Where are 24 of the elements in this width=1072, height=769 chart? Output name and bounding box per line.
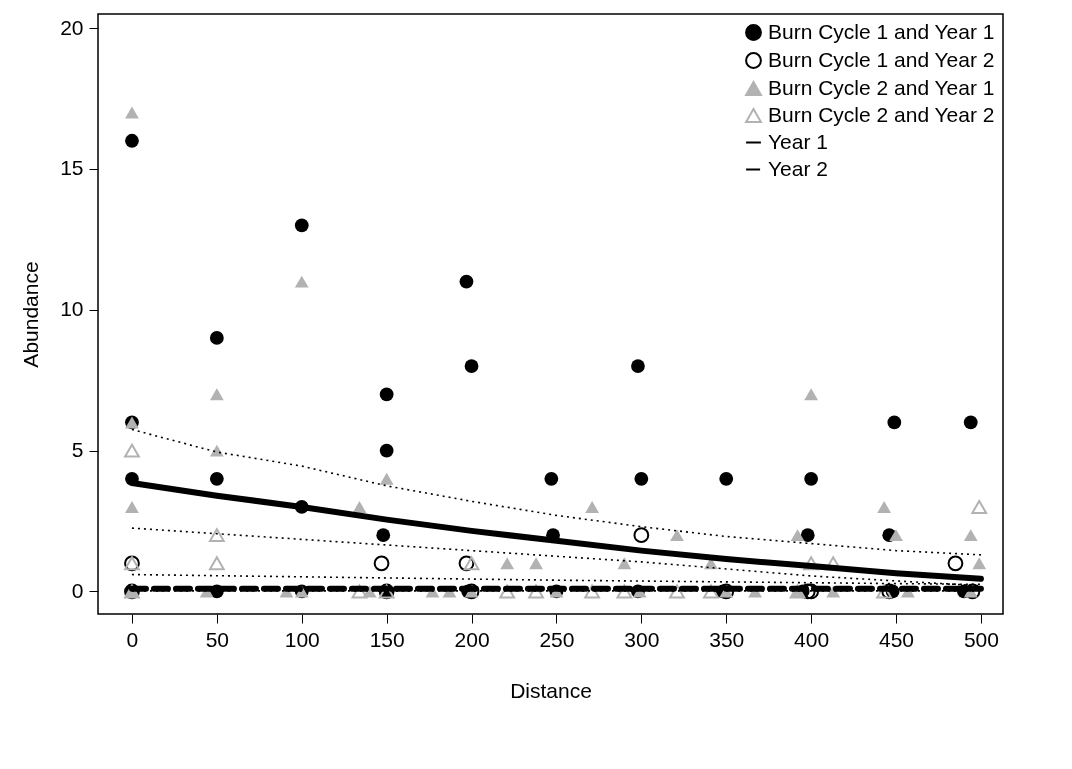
y-axis-title: Abundance xyxy=(19,261,43,368)
legend-label: Burn Cycle 1 and Year 2 xyxy=(768,47,995,71)
x-tick-label: 300 xyxy=(624,627,660,651)
x-tick-label: 400 xyxy=(794,627,830,651)
x-tick-label: 250 xyxy=(539,627,575,651)
x-tick-label: 50 xyxy=(205,627,230,651)
x-tick-label: 500 xyxy=(963,627,999,651)
legend-label: Burn Cycle 1 and Year 1 xyxy=(768,19,995,43)
legend-label: Burn Cycle 2 and Year 1 xyxy=(768,75,995,99)
legend-label: Year 2 xyxy=(768,156,828,180)
y-tick-label: 20 xyxy=(60,15,84,39)
y-tick-label: 0 xyxy=(71,578,84,602)
y-tick-label: 15 xyxy=(60,156,84,180)
x-axis-title: Distance xyxy=(510,678,592,702)
x-tick-label: 150 xyxy=(369,627,405,651)
x-tick-label: 200 xyxy=(454,627,490,651)
x-tick-label: 350 xyxy=(709,627,745,651)
y-tick-label: 5 xyxy=(71,438,84,462)
legend-label: Year 1 xyxy=(768,129,828,153)
legend-label: Burn Cycle 2 and Year 2 xyxy=(768,102,995,126)
y-tick-label: 10 xyxy=(60,297,84,321)
x-tick-label: 100 xyxy=(284,627,320,651)
x-tick-label: 450 xyxy=(879,627,915,651)
x-tick-label: 0 xyxy=(126,627,139,651)
